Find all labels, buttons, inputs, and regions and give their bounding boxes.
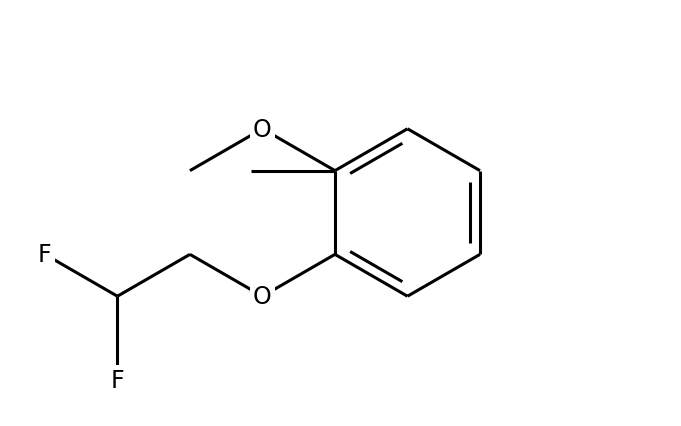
Text: O: O xyxy=(253,285,272,308)
Text: F: F xyxy=(110,368,124,392)
Text: F: F xyxy=(38,243,52,267)
Text: O: O xyxy=(253,118,272,141)
